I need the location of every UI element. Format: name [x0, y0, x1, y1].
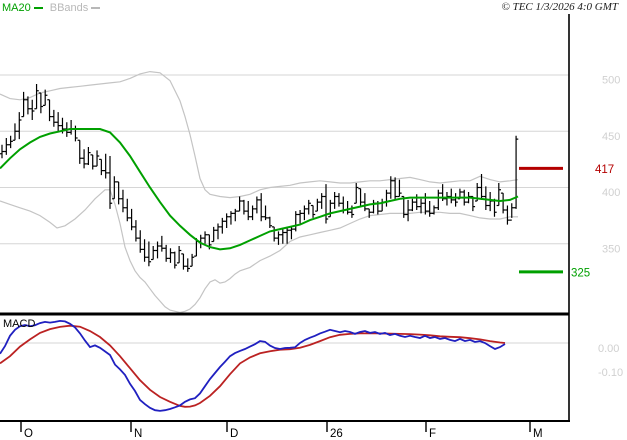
- price-tick-label: 500: [602, 75, 620, 87]
- bollinger-upper-band: [0, 70, 519, 199]
- month-label: N: [134, 428, 142, 440]
- bbands-legend-label: BBands: [49, 2, 89, 14]
- price-tick-label: 400: [602, 187, 620, 199]
- macd-tick-label: -0.10: [598, 367, 623, 379]
- bbands-legend-swatch: [91, 7, 101, 9]
- macd-tick-label: 0.00: [598, 343, 619, 355]
- price-level-label: 325: [571, 267, 590, 279]
- copyright-text: © TEC 1/3/2026 4:0 GMT: [501, 1, 618, 13]
- ma20-legend-label: MA20: [2, 2, 31, 14]
- price-tick-label: 450: [602, 131, 620, 143]
- macd-line: [0, 319, 506, 412]
- chart-legend: MA20 BBands: [2, 2, 107, 14]
- macd-signal-line: [0, 324, 506, 408]
- month-label: O: [24, 428, 33, 440]
- bollinger-lower-band: [0, 189, 518, 314]
- macd-panel-label: MACD: [3, 318, 36, 330]
- ma20-line: [0, 128, 519, 251]
- ma20-legend-swatch: [33, 7, 43, 9]
- month-label: M: [533, 428, 543, 440]
- month-label: F: [429, 428, 436, 440]
- month-label: D: [230, 428, 238, 440]
- price-tick-label: 350: [602, 243, 620, 255]
- month-label: 26: [330, 428, 343, 440]
- panel-separator: [0, 312, 569, 316]
- price-level-label: 417: [595, 164, 614, 176]
